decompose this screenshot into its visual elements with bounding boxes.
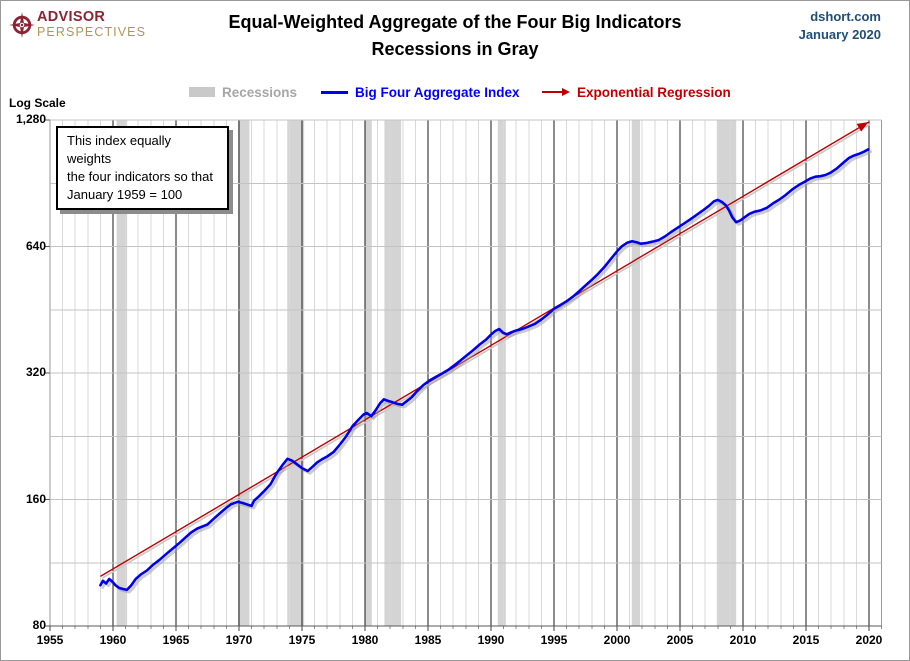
logo-text-perspectives: PERSPECTIVES — [37, 24, 147, 39]
source-date: January 2020 — [798, 27, 881, 42]
regression-line — [100, 121, 871, 579]
legend-label-recessions: Recessions — [222, 84, 298, 100]
compass-rose-icon — [9, 12, 35, 38]
x-axis-label: 2010 — [729, 633, 757, 647]
legend-item-recessions: Recessions — [189, 83, 297, 101]
y-axis-label: 640 — [25, 238, 46, 253]
legend-label-index: Big Four Aggregate Index — [355, 84, 520, 100]
big-four-index-line — [99, 148, 873, 594]
chart-title-line1: Equal-Weighted Aggregate of the Four Big… — [228, 12, 682, 32]
x-axis-label: 2005 — [666, 633, 694, 647]
x-axis-label: 2020 — [855, 633, 883, 647]
x-axis-label: 1990 — [477, 633, 505, 647]
log-scale-label: Log Scale — [9, 96, 66, 110]
logo-text-advisor: ADVISOR — [37, 9, 106, 25]
x-axis-label: 1965 — [162, 633, 190, 647]
y-axis-label: 1,280 — [15, 112, 46, 126]
source-block: dshort.com January 2020 — [799, 8, 881, 44]
legend-item-regression: Exponential Regression — [542, 83, 731, 101]
chart-title: Equal-Weighted Aggregate of the Four Big… — [1, 9, 909, 63]
annotation-line2: the four indicators so that — [67, 169, 213, 184]
annotation-line3: January 1959 = 100 — [67, 187, 183, 202]
regression-arrowhead — [856, 122, 869, 132]
legend-label-regression: Exponential Regression — [577, 84, 731, 100]
y-axis-label: 320 — [25, 365, 46, 379]
x-axis-label: 1985 — [414, 633, 442, 647]
x-axis-label: 2000 — [603, 633, 631, 647]
regression-arrow-swatch — [542, 88, 570, 96]
x-axis-label: 1975 — [288, 633, 316, 647]
x-axis-label: 1995 — [540, 633, 568, 647]
legend-item-index: Big Four Aggregate Index — [321, 83, 520, 101]
x-axis-label: 1955 — [36, 633, 64, 647]
y-axis-label: 80 — [32, 618, 46, 632]
source-site: dshort.com — [810, 9, 881, 24]
index-line-swatch — [321, 90, 348, 94]
annotation-callout: This index equally weights the four indi… — [56, 126, 229, 210]
annotation-line1: This index equally weights — [67, 133, 172, 166]
advisor-perspectives-logo: ADVISOR PERSPECTIVES — [9, 10, 146, 38]
x-axis-label: 1980 — [351, 633, 379, 647]
x-axis-label: 1960 — [99, 633, 127, 647]
recession-swatch — [189, 87, 215, 97]
y-axis-label: 160 — [25, 491, 46, 506]
x-axis-label: 2015 — [792, 633, 820, 647]
chart-title-line2: Recessions in Gray — [371, 39, 539, 59]
x-axis-label: 1970 — [225, 633, 253, 647]
